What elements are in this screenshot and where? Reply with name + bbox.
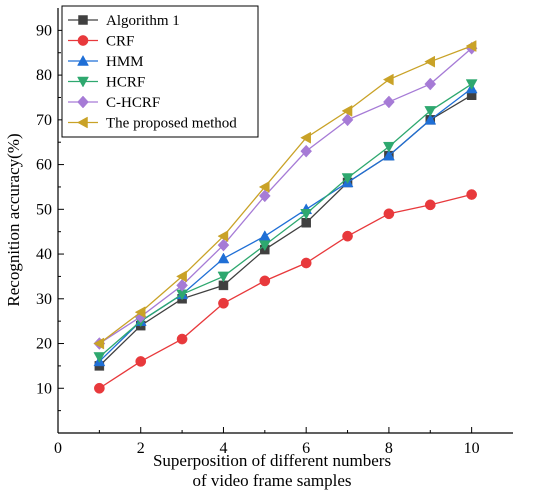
data-point bbox=[466, 189, 477, 200]
data-point bbox=[176, 278, 188, 292]
x-tick-label: 2 bbox=[137, 440, 145, 457]
y-tick-label: 10 bbox=[36, 380, 52, 397]
legend-label: Algorithm 1 bbox=[106, 13, 180, 29]
data-point bbox=[258, 230, 271, 241]
data-point bbox=[176, 270, 187, 283]
x-tick-label: 6 bbox=[302, 440, 310, 457]
data-point bbox=[424, 106, 437, 117]
legend-entry: C-HCRF bbox=[68, 95, 160, 111]
y-tick-label: 60 bbox=[36, 157, 52, 174]
legend-entry: HMM bbox=[68, 54, 144, 70]
legend-entry: CRF bbox=[68, 34, 134, 50]
series-hcrf bbox=[93, 79, 478, 363]
data-point bbox=[341, 113, 354, 127]
x-axis-title-line-2: of video frame samples bbox=[192, 471, 351, 490]
x-tick-label: 10 bbox=[464, 440, 480, 457]
data-point bbox=[217, 252, 230, 264]
data-point bbox=[383, 208, 395, 220]
data-point bbox=[135, 356, 147, 367]
legend-label: HCRF bbox=[106, 75, 145, 91]
data-point bbox=[176, 333, 188, 345]
legend: Algorithm 1 CRF HMM HCRF C-HCRF The proposed … bbox=[61, 5, 259, 138]
y-tick-label: 50 bbox=[36, 201, 52, 218]
legend-marker bbox=[77, 95, 89, 109]
legend-marker bbox=[77, 35, 89, 46]
y-tick-label: 70 bbox=[36, 112, 52, 129]
data-point bbox=[217, 230, 229, 243]
data-point bbox=[258, 189, 271, 203]
data-point bbox=[300, 209, 313, 220]
legend-entry: HCRF bbox=[68, 75, 145, 91]
series-the-proposed-method bbox=[93, 40, 477, 350]
series-line bbox=[98, 45, 472, 345]
data-point bbox=[424, 199, 436, 211]
x-tick-label: 4 bbox=[219, 440, 227, 457]
y-tick-label: 80 bbox=[36, 67, 52, 84]
data-point bbox=[93, 352, 106, 363]
data-point bbox=[94, 382, 105, 394]
x-tick-label: 8 bbox=[385, 440, 393, 457]
legend-marker bbox=[77, 54, 89, 66]
legend-entry: The proposed method bbox=[68, 116, 237, 132]
data-point bbox=[258, 181, 270, 193]
series-line bbox=[98, 83, 472, 358]
legend-box bbox=[61, 5, 259, 138]
series-line bbox=[99, 47, 473, 345]
data-point bbox=[382, 73, 394, 86]
data-point bbox=[424, 77, 437, 91]
series-line bbox=[99, 193, 472, 389]
data-point bbox=[382, 149, 395, 161]
plot-area bbox=[93, 40, 478, 394]
y-tick-label: 90 bbox=[36, 22, 52, 39]
data-point bbox=[300, 131, 311, 144]
data-point bbox=[218, 297, 229, 309]
legend-label: The proposed method bbox=[106, 116, 237, 132]
y-axis-title: Recognition accuracy(%) bbox=[4, 133, 23, 306]
data-point bbox=[383, 95, 395, 109]
legend-label: C-HCRF bbox=[106, 95, 160, 111]
y-tick-label: 30 bbox=[36, 291, 52, 308]
legend-label: CRF bbox=[106, 34, 134, 50]
data-point bbox=[465, 40, 477, 52]
series-crf bbox=[94, 189, 477, 394]
data-point bbox=[93, 337, 105, 350]
data-point bbox=[341, 104, 353, 117]
y-tick-label: 40 bbox=[36, 246, 52, 263]
data-point bbox=[341, 173, 354, 185]
legend-marker bbox=[77, 76, 89, 88]
data-point bbox=[424, 55, 436, 68]
y-tick-label: 20 bbox=[36, 336, 52, 353]
data-point bbox=[300, 144, 313, 158]
x-axis-title-line-1: Superposition of different numbers bbox=[153, 451, 391, 470]
legend-marker bbox=[76, 116, 88, 129]
data-point bbox=[342, 230, 353, 242]
data-point bbox=[217, 271, 230, 283]
data-point bbox=[382, 141, 395, 153]
data-point bbox=[465, 79, 478, 91]
legend-marker bbox=[78, 15, 88, 25]
data-point bbox=[217, 238, 230, 252]
data-point bbox=[300, 257, 312, 269]
data-point bbox=[134, 306, 146, 319]
legend-label: HMM bbox=[106, 54, 144, 70]
data-point bbox=[424, 113, 437, 125]
legend-entry: Algorithm 1 bbox=[68, 13, 180, 29]
x-tick-label: 0 bbox=[54, 440, 62, 457]
data-point bbox=[258, 240, 271, 252]
data-point bbox=[259, 275, 271, 287]
